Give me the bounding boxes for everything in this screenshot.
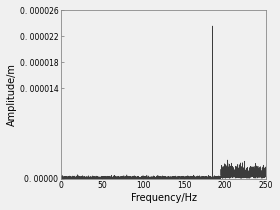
Y-axis label: Amplitude/m: Amplitude/m: [7, 63, 17, 126]
X-axis label: Frequency/Hz: Frequency/Hz: [130, 193, 197, 203]
